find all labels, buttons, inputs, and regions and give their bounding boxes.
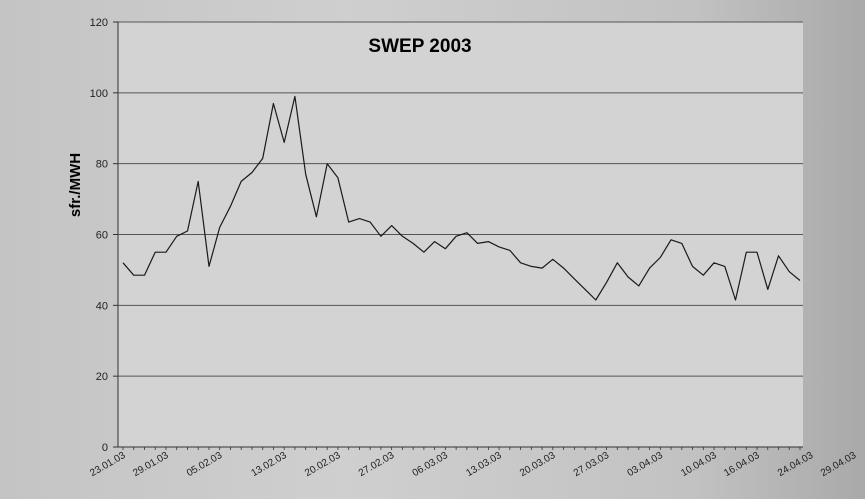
y-tick-label: 40	[96, 300, 108, 312]
y-tick-label: 80	[96, 159, 108, 171]
x-tick-labels: 23.01.03 29.01.03 05.02.03 13.02.03 20.02.03…	[88, 450, 858, 479]
series-line	[122, 95, 801, 301]
y-tick-labels: 0 20 40 60 80 100 120	[90, 17, 108, 454]
chart-title: SWEP 2003	[368, 36, 471, 57]
y-tick-label: 0	[102, 442, 108, 454]
x-tick-label: 16.04.03	[722, 450, 762, 479]
x-tick-label: 05.02.03	[185, 450, 225, 479]
x-tick-label: 29.01.03	[131, 450, 171, 479]
x-tick-label: 24.04.03	[776, 450, 816, 479]
x-tick-label: 20.03.03	[518, 450, 558, 479]
x-tick-label: 27.02.03	[357, 450, 397, 479]
x-tick-label: 27.03.03	[572, 450, 612, 479]
x-tick-label: 13.02.03	[249, 450, 289, 479]
y-tick-label: 100	[90, 88, 108, 100]
series	[122, 95, 801, 301]
x-tick-label: 23.01.03	[88, 450, 128, 479]
x-tick-label: 03.04.03	[626, 450, 666, 479]
y-tick-label: 20	[96, 371, 108, 383]
x-tick-label: 20.02.03	[303, 450, 343, 479]
y-tick-label: 60	[96, 230, 108, 242]
x-tick-label: 10.04.03	[679, 450, 719, 479]
y-axis-label: sfr./MWH	[67, 153, 84, 217]
x-tick-label: 06.03.03	[411, 450, 451, 479]
x-tick-label: 29.04.03	[819, 450, 859, 479]
x-tick-label: 13.03.03	[464, 450, 504, 479]
axes	[117, 22, 803, 450]
y-tick-label: 120	[90, 17, 108, 29]
